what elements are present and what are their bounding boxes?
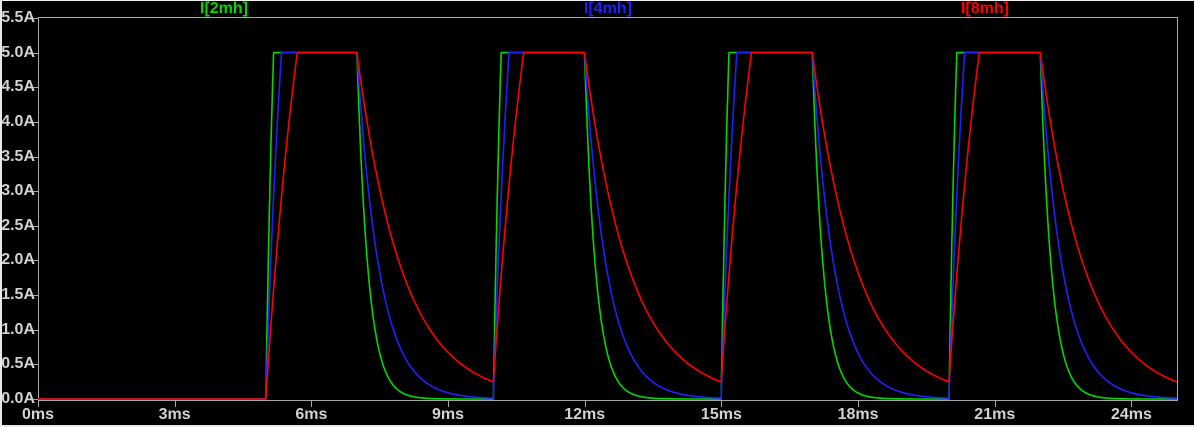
x-tick-label: 3ms <box>158 406 191 423</box>
plot-border <box>38 17 1178 401</box>
x-tick-label: 9ms <box>432 406 465 423</box>
trace-i4mh[interactable] <box>37 51 1178 400</box>
y-tick-label: 0.0A <box>1 390 35 407</box>
y-tick-label: 3.5A <box>1 147 35 165</box>
x-tick-label: 12ms <box>564 406 606 423</box>
window-edge-left <box>0 0 2 427</box>
y-tick-label: 5.5A <box>1 9 35 26</box>
legend-trace-i2mh[interactable]: I[2mh] <box>200 0 248 17</box>
y-tick-label: 4.0A <box>1 112 35 130</box>
legend-trace-i8mh[interactable]: I[8mh] <box>961 0 1009 17</box>
y-tick-label: 1.0A <box>1 320 35 338</box>
trace-i8mh[interactable] <box>37 51 1178 400</box>
window-edge-top <box>0 0 1194 1</box>
x-tick-label: 15ms <box>700 406 742 423</box>
y-tick-label: 2.0A <box>1 251 35 269</box>
x-tick-label: 21ms <box>974 406 1016 423</box>
y-tick-label: 4.5A <box>1 78 35 96</box>
x-tick-label: 24ms <box>1110 406 1152 423</box>
y-tick-label: 2.5A <box>1 216 35 234</box>
legend-trace-i4mh[interactable]: I[4mh] <box>584 0 632 17</box>
x-tick-label: 18ms <box>837 406 879 423</box>
window-edge-bottom <box>0 425 1194 427</box>
trace-i2mh[interactable] <box>37 51 1178 400</box>
y-tick-label: 0.5A <box>1 355 35 373</box>
x-tick-label: 0ms <box>21 406 55 423</box>
x-tick-label: 6ms <box>295 406 328 423</box>
y-tick-label: 3.0A <box>1 182 35 200</box>
y-tick-label: 1.5A <box>1 286 35 304</box>
y-tick-label: 5.0A <box>1 43 35 61</box>
